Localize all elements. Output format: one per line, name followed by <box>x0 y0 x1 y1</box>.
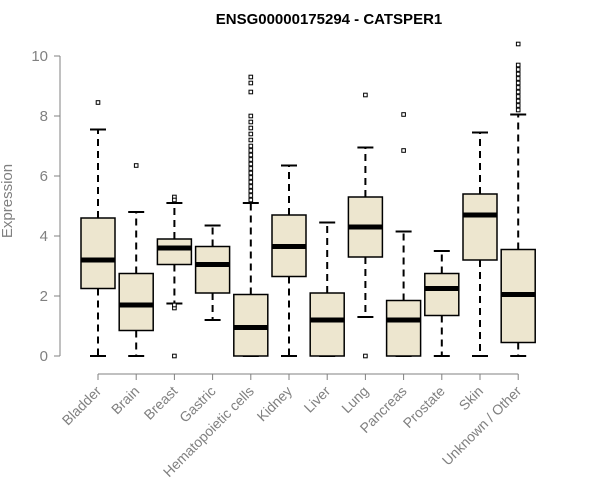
outlier-point <box>248 125 254 131</box>
outlier-point <box>248 89 254 95</box>
box-kidney <box>271 164 307 357</box>
outlier-point <box>248 193 254 198</box>
outlier-point <box>248 143 254 149</box>
y-tick-label-8: 8 <box>40 108 48 125</box>
outlier-point <box>172 197 177 203</box>
outlier-point <box>515 41 521 47</box>
outlier-point <box>248 119 254 125</box>
iqr-box <box>309 292 345 357</box>
x-tick-label: Lung <box>338 383 371 416</box>
box-lung <box>347 92 384 359</box>
x-tick-label: Breast <box>141 383 181 423</box>
outlier-point <box>248 175 254 180</box>
x-tick-label: Skin <box>456 383 487 414</box>
outlier-point <box>515 94 521 99</box>
x-tick-label: Liver <box>301 383 334 416</box>
iqr-box <box>385 299 422 357</box>
box-skin <box>462 131 498 357</box>
outlier-point <box>515 76 521 81</box>
y-tick-label-4: 4 <box>40 228 48 245</box>
outlier-point <box>172 302 177 308</box>
y-tick-label-6: 6 <box>40 168 48 185</box>
outlier-point <box>363 353 368 359</box>
x-tick-label: Kidney <box>254 383 296 425</box>
outlier-point <box>248 157 254 162</box>
outlier-point <box>248 179 254 185</box>
x-tick-label: Brain <box>108 383 142 417</box>
outlier-point <box>248 80 254 86</box>
outlier-point <box>515 80 521 86</box>
outlier-point <box>248 166 254 171</box>
outlier-point <box>363 92 368 98</box>
outlier-point <box>401 148 406 153</box>
box-breast <box>156 194 193 359</box>
box-gastric <box>194 224 231 321</box>
y-tick-label-2: 2 <box>40 288 48 305</box>
outlier-point <box>248 74 254 80</box>
box-pancreas <box>385 112 422 357</box>
outlier-point <box>515 103 521 108</box>
outlier-point <box>172 353 177 359</box>
y-tick-label-0: 0 <box>40 348 48 365</box>
iqr-box <box>194 245 231 294</box>
x-tick-label: Prostate <box>400 383 448 431</box>
outlier-point <box>515 71 521 77</box>
outlier-point <box>248 131 254 137</box>
outlier-point <box>248 161 254 167</box>
outlier-point <box>248 197 254 203</box>
iqr-box <box>462 193 498 261</box>
iqr-box <box>424 272 460 317</box>
box-hematopoietic-cells <box>233 74 269 357</box>
box-prostate <box>424 250 460 357</box>
outlier-point <box>95 100 101 105</box>
iqr-box <box>80 217 116 290</box>
outlier-point <box>515 89 521 95</box>
outlier-point <box>248 152 254 158</box>
y-tick-label-10: 10 <box>31 48 48 65</box>
outlier-point <box>515 107 521 113</box>
plot-area <box>80 41 536 359</box>
y-axis-label: Expression <box>0 164 16 238</box>
chart-title: ENSG00000175294 - CATSPER1 <box>216 11 443 28</box>
iqr-box <box>118 272 154 332</box>
box-brain <box>118 163 154 357</box>
outlier-point <box>515 98 521 104</box>
x-tick-label: Bladder <box>59 383 105 429</box>
outlier-point <box>248 148 254 153</box>
iqr-box <box>156 238 193 266</box>
outlier-point <box>401 112 406 117</box>
outlier-point <box>515 62 521 68</box>
outlier-point <box>515 67 521 72</box>
outlier-point <box>248 184 254 189</box>
outlier-point <box>133 163 139 168</box>
box-unknown-other <box>500 41 536 357</box>
outlier-point <box>248 188 254 194</box>
outlier-point <box>515 85 521 90</box>
box-bladder <box>80 100 116 357</box>
y-axis: 0 2 4 6 8 10 <box>31 48 61 365</box>
outlier-point <box>248 170 254 176</box>
outlier-point <box>248 137 254 143</box>
box-liver <box>309 221 345 357</box>
outlier-point <box>248 113 254 119</box>
